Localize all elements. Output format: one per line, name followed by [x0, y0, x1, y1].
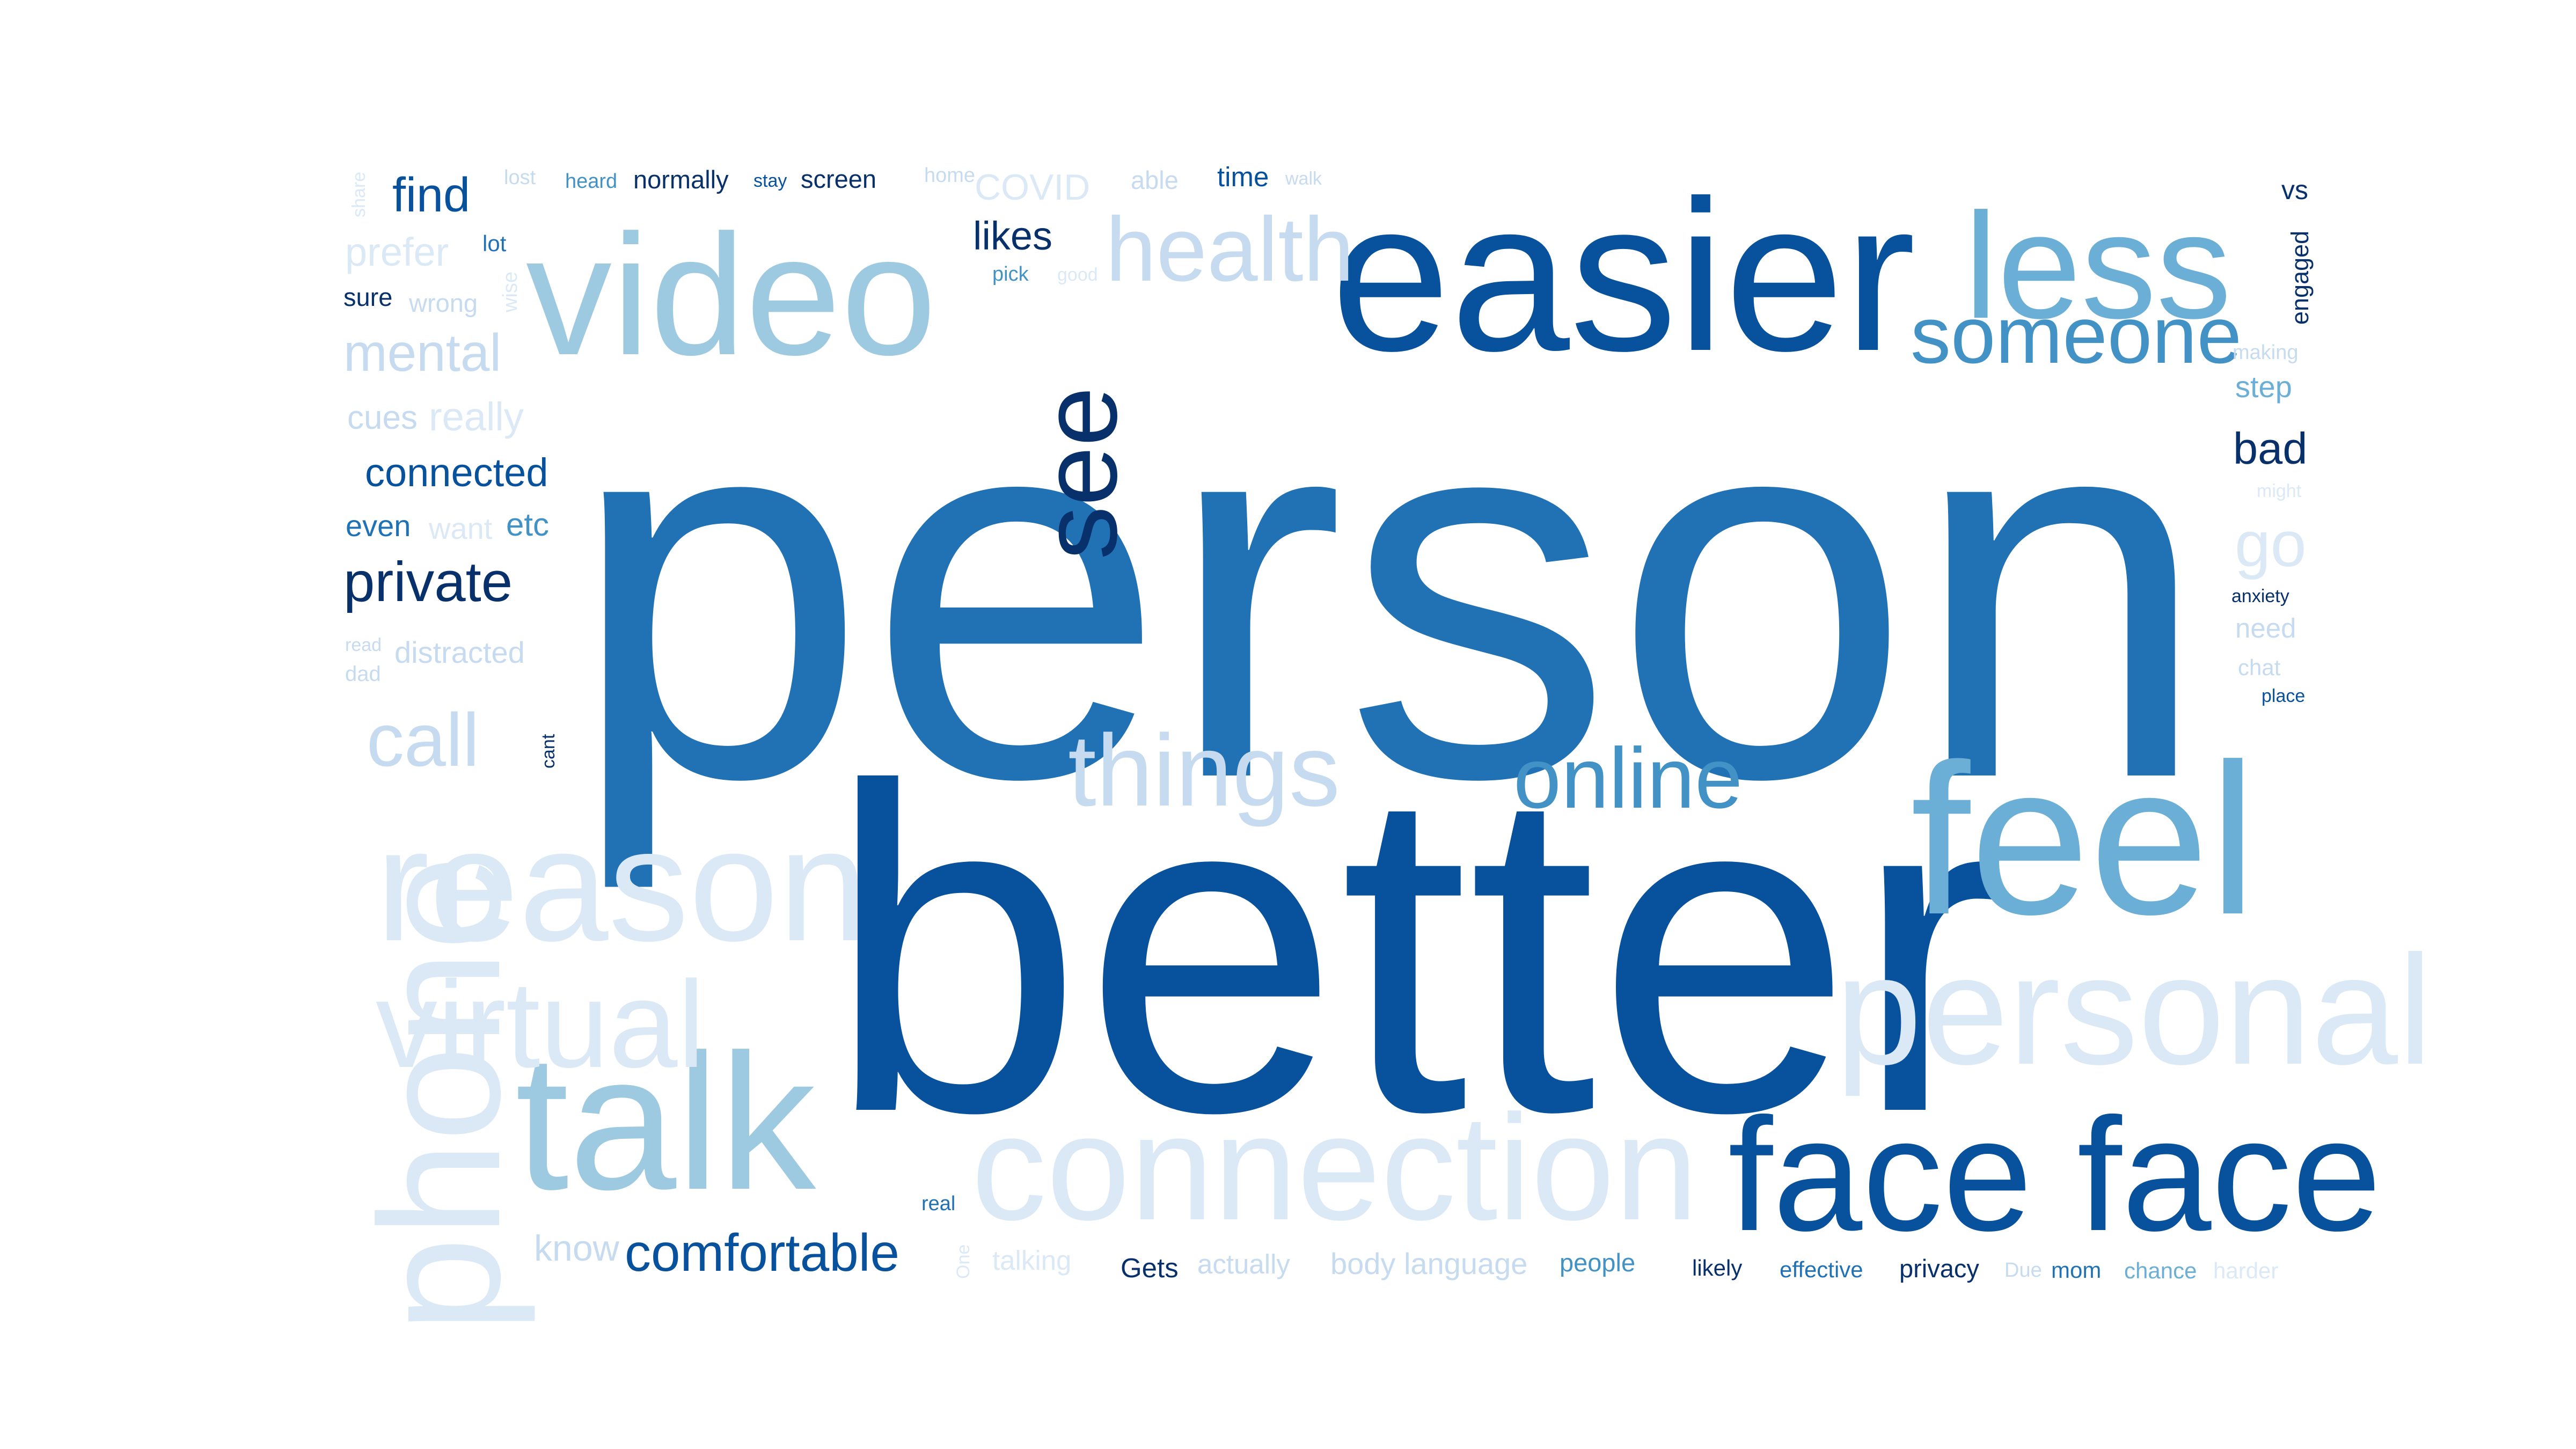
cloud-word-body-language: body language — [1330, 1247, 1527, 1280]
cloud-word-privacy: privacy — [1899, 1254, 1979, 1283]
cloud-word-engaged: engaged — [2286, 231, 2314, 325]
cloud-word-someone: someone — [1911, 290, 2242, 380]
cloud-word-face-face: face face — [1728, 1084, 2381, 1264]
cloud-word-know: know — [534, 1228, 620, 1269]
cloud-word-screen: screen — [801, 165, 876, 193]
cloud-word-stay: stay — [753, 171, 787, 191]
cloud-word-even: even — [346, 509, 411, 543]
cloud-word-connected: connected — [365, 450, 548, 495]
cloud-word-mom: mom — [2051, 1257, 2101, 1283]
cloud-word-prefer: prefer — [345, 230, 449, 274]
cloud-word-lot: lot — [482, 231, 507, 256]
cloud-word-vs: vs — [2281, 175, 2308, 205]
cloud-word-easier: easier — [1331, 156, 1915, 396]
cloud-word-time: time — [1217, 162, 1269, 192]
cloud-word-covid: COVID — [975, 167, 1090, 208]
cloud-word-harder: harder — [2213, 1258, 2278, 1283]
cloud-word-heard: heard — [565, 170, 617, 193]
cloud-word-wrong: wrong — [408, 289, 478, 317]
cloud-word-likes: likes — [973, 214, 1052, 258]
cloud-word-normally: normally — [633, 165, 729, 194]
cloud-word-personal: personal — [1835, 923, 2432, 1097]
cloud-word-pick: pick — [992, 263, 1029, 286]
cloud-word-chat: chat — [2238, 655, 2281, 680]
cloud-word-less: less — [1964, 182, 2231, 350]
cloud-word-mental: mental — [343, 323, 501, 382]
cloud-word-people: people — [1560, 1248, 1635, 1277]
cloud-word-etc: etc — [506, 507, 549, 543]
cloud-word-actually: actually — [1197, 1249, 1290, 1279]
cloud-word-better: better — [826, 692, 2007, 1208]
cloud-word-health: health — [1106, 199, 1354, 301]
cloud-word-phone: phone — [343, 855, 537, 1333]
cloud-word-cues: cues — [347, 399, 418, 436]
cloud-word-dad: dad — [345, 662, 381, 686]
cloud-word-home: home — [924, 164, 975, 187]
cloud-word-private: private — [343, 551, 513, 613]
cloud-word-sure: sure — [343, 283, 392, 311]
cloud-word-virtual: virtual — [376, 955, 705, 1093]
cloud-word-comfortable: comfortable — [625, 1223, 899, 1282]
cloud-word-might: might — [2257, 481, 2302, 501]
cloud-word-need: need — [2235, 613, 2296, 643]
cloud-word-video: video — [526, 199, 936, 391]
cloud-word-real: real — [921, 1192, 955, 1215]
cloud-word-anxiety: anxiety — [2231, 586, 2289, 606]
cloud-word-connection: connection — [971, 1084, 1698, 1252]
cloud-word-call: call — [367, 698, 479, 782]
cloud-word-find: find — [392, 169, 470, 222]
cloud-word-read: read — [345, 635, 382, 655]
cloud-word-reason: reason — [376, 794, 868, 975]
cloud-word-feel: feel — [1911, 719, 2257, 959]
cloud-word-distracted: distracted — [394, 635, 525, 669]
cloud-word-one: One — [953, 1245, 974, 1279]
cloud-word-chance: chance — [2124, 1258, 2197, 1283]
cloud-word-things: things — [1068, 714, 1340, 828]
cloud-word-go: go — [2235, 508, 2306, 580]
cloud-word-talk: talk — [515, 1014, 819, 1230]
cloud-word-bad: bad — [2233, 423, 2307, 473]
cloud-word-place: place — [2262, 686, 2305, 706]
cloud-word-cant: cant — [538, 734, 559, 769]
cloud-word-share: share — [349, 172, 369, 217]
cloud-word-walk: walk — [1285, 169, 1322, 189]
cloud-word-really: really — [429, 394, 524, 439]
cloud-word-lost: lost — [504, 166, 536, 189]
cloud-word-online: online — [1513, 730, 1743, 826]
cloud-word-effective: effective — [1780, 1257, 1863, 1282]
cloud-word-want: want — [428, 511, 493, 545]
cloud-word-talking: talking — [992, 1245, 1071, 1276]
cloud-word-likely: likely — [1692, 1255, 1742, 1280]
cloud-word-step: step — [2235, 370, 2292, 404]
cloud-word-making: making — [2233, 341, 2299, 364]
cloud-word-good: good — [1057, 265, 1098, 285]
cloud-word-gets: Gets — [1121, 1253, 1179, 1283]
cloud-word-able: able — [1131, 166, 1179, 194]
cloud-word-see: see — [1020, 387, 1139, 560]
cloud-word-person: person — [569, 290, 2210, 893]
cloud-word-due: Due — [2004, 1259, 2042, 1282]
cloud-word-wise: wise — [499, 272, 522, 313]
